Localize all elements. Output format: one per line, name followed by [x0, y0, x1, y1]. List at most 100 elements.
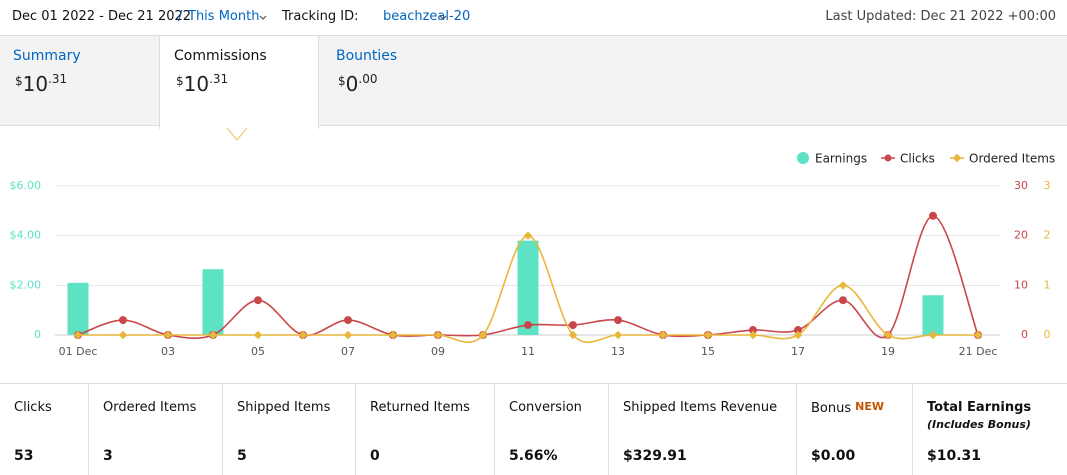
y2-tick-label: 0 [1021, 328, 1028, 341]
amount-fraction: .31 [209, 72, 229, 86]
stat-cell: Shipped Items Revenue $329.91 [608, 384, 797, 475]
x-tick-label: 07 [341, 345, 355, 358]
point [973, 330, 983, 340]
chart: 0 $2.00 $4.00 $6.00 0 10 20 30 0 1 2 3 01 Dec 03 05 07 0… [10, 152, 1056, 359]
point [254, 296, 262, 305]
point [569, 321, 577, 330]
y-tick-label: $4.00 [10, 229, 42, 242]
point [928, 330, 938, 340]
y2-tick-label: 20 [1014, 229, 1028, 242]
tab-amount: $0.00 [338, 72, 377, 96]
tracking-label: Tracking ID: [282, 9, 359, 24]
point [343, 330, 353, 340]
x-tick-label: 03 [161, 345, 175, 358]
stat-value: $0.00 [811, 448, 856, 464]
x-tick-label: 17 [791, 345, 805, 358]
y2-tick-label: 30 [1014, 179, 1028, 192]
amount-whole: 0 [345, 72, 359, 96]
point [839, 296, 847, 305]
stat-cell: Shipped Items 5 [222, 384, 356, 475]
amount-fraction: .00 [358, 72, 378, 86]
stat-label: Conversion [509, 400, 582, 415]
x-tick-label: 13 [611, 345, 625, 358]
stat-label: Total Earnings (Includes Bonus) [927, 400, 1031, 431]
y2-tick-label: 10 [1014, 278, 1028, 291]
point [614, 316, 622, 325]
bar [517, 240, 539, 335]
chevron [439, 15, 447, 20]
point [73, 330, 83, 340]
legend-label: Ordered Items [969, 152, 1055, 166]
point [658, 330, 668, 340]
point [838, 281, 848, 290]
point [523, 231, 533, 240]
x-tick-label: 09 [431, 345, 445, 358]
y3-tick-label: 1 [1044, 278, 1051, 291]
x-tick-label: 01 Dec [59, 345, 98, 358]
x-tick-label: 15 [701, 345, 715, 358]
tab-pointer [227, 128, 247, 141]
point [208, 330, 218, 340]
stat-note: (Includes Bonus) [927, 418, 1031, 431]
point [119, 316, 127, 325]
chevron [259, 15, 267, 20]
point [703, 330, 713, 340]
new-badge: NEW [855, 400, 884, 413]
point [568, 330, 578, 340]
y-tick-label: $6.00 [10, 179, 42, 192]
stat-label-text: Conversion [509, 400, 582, 415]
legend-swatch [952, 153, 962, 163]
point [433, 330, 443, 340]
stat-cell: Total Earnings (Includes Bonus) $10.31 [912, 384, 1067, 475]
bar [67, 282, 89, 335]
tracking-id[interactable]: beachzeal-20 [383, 9, 471, 24]
point [793, 330, 803, 340]
point [388, 330, 398, 340]
point [794, 326, 802, 335]
stat-label-text: Bonus [811, 401, 852, 416]
tab-amount: $10.31 [15, 72, 67, 96]
stat-label: Clicks [14, 400, 52, 415]
tab-label[interactable]: Summary [13, 48, 81, 64]
stat-cell: Returned Items 0 [355, 384, 495, 475]
y3-tick-label: 2 [1044, 229, 1051, 242]
stat-value: $329.91 [623, 448, 687, 464]
tab-label: Commissions [174, 48, 267, 64]
stat-cell: Ordered Items 3 [88, 384, 223, 475]
point [749, 326, 757, 335]
stat-value: 0 [370, 448, 380, 464]
point [298, 330, 308, 340]
point [613, 330, 623, 340]
point [748, 330, 758, 340]
amount-whole: 10 [22, 72, 49, 96]
line [77, 214, 979, 340]
point [929, 211, 937, 220]
currency: $ [176, 74, 184, 88]
separator: / [178, 9, 183, 24]
header-bar: Dec 01 2022 - Dec 21 2022 / This Month T… [0, 0, 1067, 36]
stat-label: Shipped Items [237, 400, 330, 415]
stat-label-text: Shipped Items Revenue [623, 400, 778, 415]
stat-label-text: Clicks [14, 400, 52, 415]
stat-value: 3 [103, 448, 113, 464]
point [344, 316, 352, 325]
stat-label: Shipped Items Revenue [623, 400, 777, 415]
stat-label-text: Shipped Items [237, 400, 331, 415]
tab-amount: $10.31 [176, 72, 228, 96]
stat-value: 5 [237, 448, 247, 464]
date-range: Dec 01 2022 - Dec 21 2022 [12, 9, 192, 24]
point [118, 330, 128, 340]
amount-whole: 10 [183, 72, 210, 96]
stat-value: $10.31 [927, 448, 982, 464]
x-tick-label: 21 Dec [959, 345, 998, 358]
x-tick-label: 11 [521, 345, 535, 358]
stat-label: Returned Items [370, 400, 470, 415]
bar [202, 269, 224, 335]
legend-swatch [797, 152, 809, 164]
active-tab [159, 36, 319, 129]
tab-label[interactable]: Bounties [336, 48, 398, 64]
period-select[interactable]: This Month [188, 9, 260, 24]
currency: $ [338, 74, 346, 88]
stat-label-text: Ordered Items [103, 400, 197, 415]
